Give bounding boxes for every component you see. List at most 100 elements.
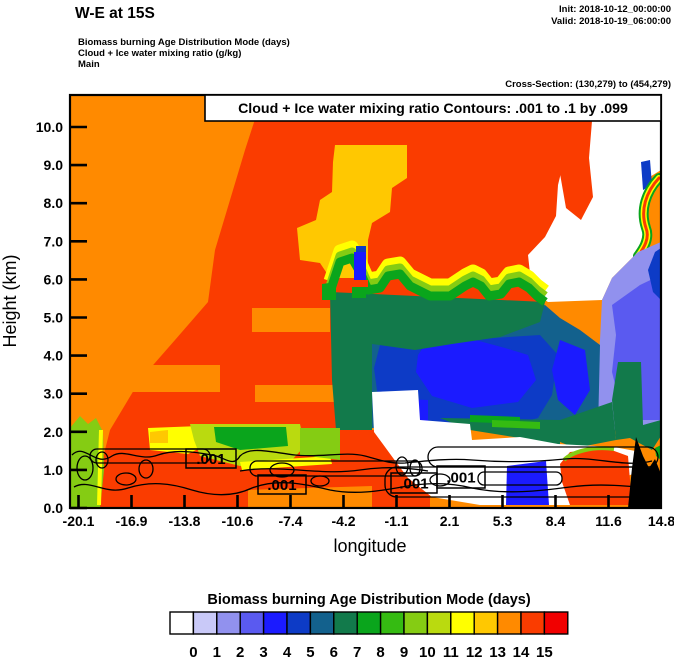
x-tick-label: 14.8 [648,513,674,529]
contour-loop [310,475,330,487]
x-tick-label: -1.1 [384,513,408,529]
colorbar-tick-label: 11 [443,644,459,661]
fill-vermilion-bottom [100,302,430,508]
colorbar-tick-label: 3 [259,644,267,661]
x-tick-label: -7.4 [278,513,302,529]
contour-loop [138,459,154,479]
y-tick-label: 1.0 [44,462,64,478]
page-title: W-E at 15S [75,5,155,22]
colorbar-cell [216,611,241,635]
fill-green-core [214,427,288,450]
fill-core-blue [354,252,366,280]
colorbar-cell [239,611,265,635]
colorbar-tick-label: 8 [376,644,384,661]
fill-core-green [352,287,366,298]
contour-loop [95,451,109,469]
colorbar-tick-label: 4 [283,644,292,661]
colorbar-tick-label: 9 [400,644,408,661]
fill-orange-island [125,365,220,392]
y-tick-label: 10.0 [36,119,63,135]
colorbar-tick-label: 10 [419,644,436,661]
colorbar: 0 1 2 3 4 5 6 7 8 9 10 11 12 13 14 15 [169,611,569,661]
colorbar-cell [356,611,382,635]
contour-info-text: Cloud + Ice water mixing ratio Contours:… [238,101,628,117]
contour-line [71,449,653,464]
colorbar-cell [450,611,475,635]
plot-axes: 0.0 1.0 2.0 3.0 4.0 5.0 6.0 7.0 8.0 9.0 10.0 -20.1 -… [36,93,674,529]
colorbar-cell [543,611,569,635]
colorbar-tick-label: 6 [330,644,338,661]
fill-blue-blob [416,338,536,408]
fill-seagreen-low [560,402,616,448]
x-tick-label: -4.2 [331,513,355,529]
colorbar-cell [169,611,195,635]
contour-capsule [477,471,563,486]
contour-label-box [185,448,237,469]
fill-core-vermilion-stripe [351,280,368,287]
fill-seagreen-right [612,362,661,450]
colorbar-cell [520,611,546,635]
fill-seagreen-band [330,292,545,430]
x-tick-label: 11.6 [595,513,622,529]
y-tick-label: 8.0 [44,195,64,211]
x-axis-title: longitude [333,536,406,556]
filled-contour-field [70,95,661,508]
colorbar-cell [426,611,452,635]
contour-capsule [249,460,423,477]
contour-label-text: .001 [196,451,225,468]
fill-yellowgreen-patch [300,428,340,460]
colorbar-tick-label: 7 [353,644,361,661]
contour-capsule [384,466,661,498]
x-tick-label: -13.8 [169,513,201,529]
contour-capsule [89,448,211,464]
x-tick-label: -16.9 [116,513,148,529]
colorbar-cell [473,611,499,635]
contour-label-text: .001 [399,476,428,493]
contour-loop [76,455,94,481]
fill-navy-edge [648,248,661,300]
mixing-ratio-contours [71,446,661,498]
contour-line [73,482,656,496]
contour-loop [429,473,451,487]
colorbar-tick-label: 14 [513,644,530,661]
contour-line [239,467,429,473]
colorbar-cell [262,611,288,635]
colorbar-tick-label: 5 [306,644,314,661]
y-tick-label: 0.0 [44,500,64,516]
cross-section-label: Cross-Section: (130,279) to (454,279) [505,79,671,90]
y-tick-label: 4.0 [44,348,64,364]
x-tick-label: 2.1 [440,513,460,529]
colorbar-cell [379,611,405,635]
y-tick-label: 2.0 [44,424,64,440]
fill-green-sliver [655,445,661,460]
colorbar-tick-label: 0 [189,644,197,661]
y-tick-label: 3.0 [44,386,64,402]
contour-loop [269,462,295,478]
init-time-label: Init: 2018-10-12_00:00:00 [559,4,671,15]
colorbar-tick-label: 12 [466,644,483,661]
y-tick-label: 7.0 [44,233,64,249]
contour-loop [395,456,409,476]
contour-loop [409,459,421,477]
fill-gold-patch [297,145,407,278]
fill-white-cloud [528,121,661,302]
field-line-3: Main [78,59,100,70]
y-tick-label: 5.0 [44,310,64,326]
contour-label-box [257,474,307,495]
x-tick-label: 5.3 [493,513,513,529]
y-tick-label: 6.0 [44,271,64,287]
colorbar-title: Biomass burning Age Distribution Mode (d… [207,592,530,608]
contour-info-box [204,94,662,122]
contour-label-text: .001 [446,470,475,487]
colorbar-cell [403,611,429,635]
fill-rainbow-band-core [636,176,661,258]
terrain-silhouette [628,437,661,508]
fill-blue-blob [552,340,590,415]
colorbar-cell [333,611,358,635]
colorbar-cell [286,611,312,635]
fill-green-strip [492,420,540,429]
colorbar-tick-label: 15 [536,644,553,661]
x-tick-label: -10.6 [222,513,254,529]
valid-time-label: Valid: 2018-10-19_06:00:00 [551,16,671,27]
